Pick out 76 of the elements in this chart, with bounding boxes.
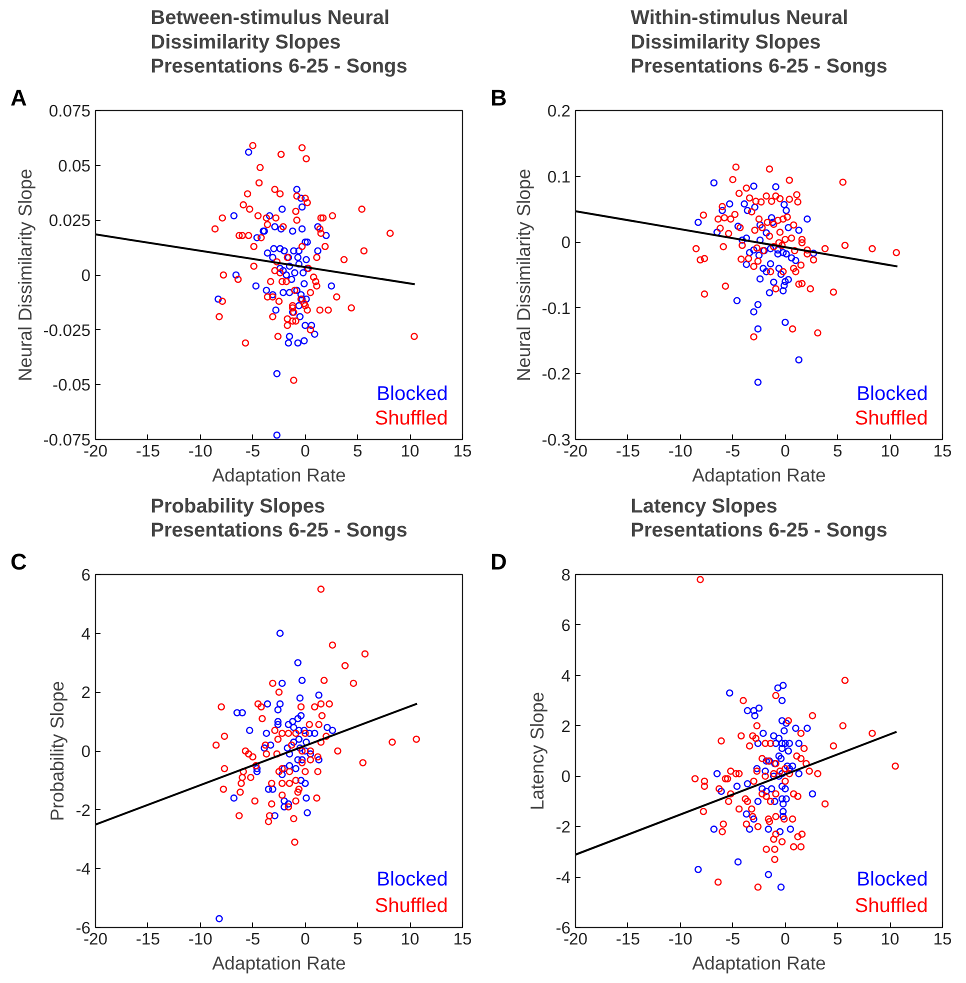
x-tick-label: -5 [245,442,260,460]
x-tick-label: -5 [725,442,740,460]
x-tick-label: 10 [400,930,420,948]
y-tick-label: 2 [561,716,570,736]
y-tick-label: -4 [556,868,570,888]
y-tick-label: 0.1 [547,167,570,186]
x-tick-label: -15 [136,442,160,460]
y-tick-label: 0.075 [48,102,91,120]
y-tick-label: 0.05 [58,156,91,176]
y-tick-label: 0.025 [48,211,91,230]
x-axis-title: Adaptation Rate [692,464,826,486]
y-tick-label: 0 [81,266,90,285]
chart-title: Between-stimulus Neural Dissimilarity Slopes Presentations 6-25 - Songs [150,7,408,78]
text: C [10,548,27,574]
x-tick-label: 15 [453,442,472,460]
chart-title: Within-stimulus Neural Dissimilarity Slopes Presentations 6-25 - Songs [630,7,888,78]
y-axis-title: Neural Dissimilarity Slope [14,168,36,382]
text: Shuffled [854,408,928,430]
x-tick-label: 10 [400,442,420,460]
x-tick-label: 0 [300,930,310,948]
chart-title: Latency Slopes Presentations 6-25 - Songs [630,495,888,542]
text: Blocked [376,868,448,890]
x-tick-label: -15 [616,930,640,948]
x-tick-label: 10 [880,442,900,460]
x-tick-label: 5 [353,442,362,460]
y-tick-label: 0.2 [547,102,570,120]
y-tick-label: 8 [561,566,570,584]
text: A [10,84,27,110]
text: Shuffled [374,894,448,917]
x-tick-label: -5 [725,930,740,948]
y-tick-label: 0 [561,767,570,786]
x-tick-label: 0 [780,930,790,948]
y-tick-label: -0.025 [43,320,91,340]
x-axis-title: Adaptation Rate [212,464,346,486]
text: Blocked [376,382,448,405]
text: Shuffled [854,894,928,917]
y-axis-title: Latency Slope [526,692,548,810]
text: B [490,84,507,110]
text: Blocked [856,868,928,890]
y-tick-label: -2 [76,800,90,820]
chart-title: Probability Slopes Presentations 6-25 - Songs [150,495,408,542]
y-tick-label: 0 [561,233,570,252]
x-tick-label: -15 [136,930,160,948]
x-tick-label: -15 [616,442,640,460]
y-tick-label: -0.2 [542,364,570,384]
y-tick-label: 6 [561,616,570,635]
y-tick-label: 4 [561,666,570,686]
y-tick-label: -0.1 [542,298,570,318]
y-tick-label: 4 [81,624,90,644]
text: D [490,548,507,574]
x-tick-label: -10 [668,442,692,460]
y-tick-label: 0 [81,742,90,761]
x-tick-label: -10 [188,930,212,948]
x-tick-label: 0 [300,442,310,460]
x-axis-title: Adaptation Rate [212,952,346,974]
y-tick-label: -4 [76,860,90,879]
x-tick-label: 15 [453,930,472,948]
x-tick-label: -10 [668,930,692,948]
y-axis-title: Probability Slope [46,680,68,821]
x-tick-label: 5 [833,930,842,948]
x-tick-label: 15 [933,930,952,948]
x-tick-label: 5 [353,930,362,948]
y-tick-label: -2 [556,818,570,837]
y-tick-label: 6 [81,566,90,584]
x-tick-label: -5 [245,930,260,948]
x-tick-label: -10 [188,442,212,460]
x-tick-label: 0 [780,442,790,460]
y-axis-title: Neural Dissimilarity Slope [512,168,534,382]
x-tick-label: 15 [933,442,952,460]
x-tick-label: 10 [880,930,900,948]
y-tick-label: -0.05 [52,376,91,395]
text: Blocked [856,382,928,405]
x-tick-label: 5 [833,442,842,460]
x-axis-title: Adaptation Rate [692,952,826,974]
y-tick-label: 2 [81,683,90,702]
text: Shuffled [374,408,448,430]
